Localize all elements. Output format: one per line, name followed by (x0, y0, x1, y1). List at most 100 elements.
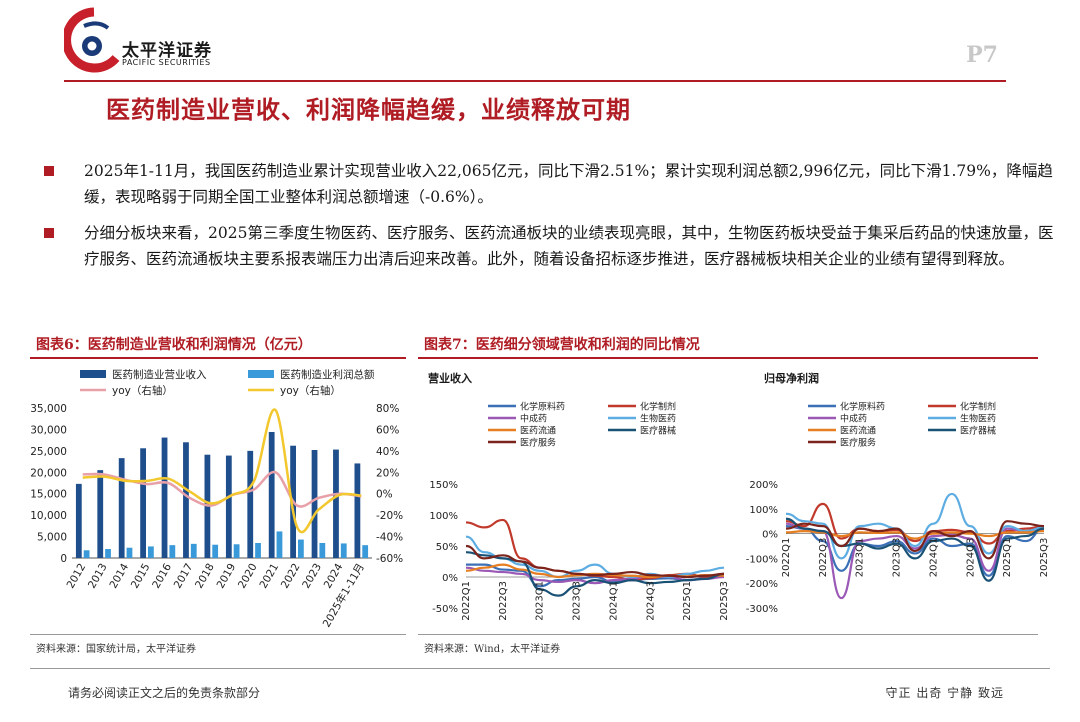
x-tick-label: 2024Q3 (645, 581, 656, 621)
x-tick-label: 2018 (193, 562, 217, 591)
company-logo: 太平洋证券 PACIFIC SECURITIES (62, 6, 254, 74)
slide-title: 医药制造业营收、利润降幅趋缓，业绩释放可期 (106, 95, 631, 124)
x-tick-label: 2025Q1 (1002, 538, 1013, 578)
bullet-text: 分细分板块来看，2025第三季度生物医药、医疗服务、医药流通板块的业绩表现亮眼，… (84, 224, 1054, 268)
x-tick-label: 2024Q3 (965, 538, 976, 578)
profit-bar (255, 543, 261, 558)
legend-label: 医药流通 (520, 425, 556, 437)
y-tick-label: 100% (749, 505, 778, 516)
x-tick-label: 2019 (215, 562, 239, 591)
page-header: 太平洋证券 PACIFIC SECURITIES P7 (0, 0, 1080, 82)
legend-label: 化学原料药 (840, 401, 885, 413)
y-tick-label-left: 20,000 (30, 467, 67, 479)
legend-label: 医疗器械 (960, 425, 996, 437)
profit-bar (319, 543, 326, 558)
header-divider (64, 80, 1006, 82)
revenue-bar (75, 483, 82, 558)
y-tick-label-left: 5,000 (37, 532, 67, 544)
y-tick-label-left: 25,000 (30, 446, 67, 458)
y-tick-label-right: 40% (376, 446, 399, 458)
profit-bar (233, 544, 240, 558)
fig6-source: 资料来源：国家统计局，太平洋证券 (36, 644, 196, 655)
bullet-item: 分细分板块来看，2025第三季度生物医药、医疗服务、医药流通板块的业绩表现亮眼，… (36, 220, 1056, 272)
fig7-left-subtitle: 营业收入 (428, 372, 472, 385)
profit-bar (126, 547, 133, 558)
x-tick-label: 2023Q1 (535, 581, 546, 621)
profit-bar (83, 550, 90, 558)
logo-text-en: PACIFIC SECURITIES (122, 58, 211, 67)
profit-bar (169, 545, 176, 558)
x-tick-label: 2021 (257, 562, 281, 591)
series-line (785, 522, 1045, 600)
bullet-item: 2025年1-11月，我国医药制造业累计实现营业收入22,065亿元，同比下滑2… (36, 158, 1056, 210)
footer-divider (30, 668, 1050, 669)
legend-label: 生物医药 (960, 413, 996, 425)
revenue-bar (183, 442, 189, 558)
legend-label: 医疗服务 (840, 437, 876, 449)
profit-bar (105, 549, 111, 558)
legend-label: 医药制造业营业收入 (112, 368, 207, 381)
y-tick-label-right: 20% (376, 467, 399, 479)
series-line (785, 517, 1045, 582)
revenue-bar (225, 455, 232, 558)
x-tick-label: 2024Q1 (608, 581, 619, 621)
fig6-title: 图表6：医药制造业营收和利润情况（亿元） (36, 337, 312, 353)
legend-label: 医药流通 (840, 425, 876, 437)
profit-bar (298, 539, 304, 558)
y-tick-label: 0% (442, 573, 458, 584)
legend-label: yoy（右轴） (280, 384, 341, 397)
x-tick-label: 2023Q3 (572, 581, 583, 621)
y-tick-label: 200% (749, 480, 778, 491)
y-tick-label-right: -20% (376, 510, 403, 522)
profit-bar (340, 543, 347, 558)
y-tick-label-left: 30,000 (30, 424, 67, 436)
y-tick-label-left: 0 (60, 553, 67, 565)
bullet-marker-icon (44, 166, 54, 176)
logo-text-cn: 太平洋证券 (122, 41, 212, 61)
legend-label: yoy（右轴） (112, 384, 173, 397)
x-tick-label: 2016 (150, 561, 174, 590)
revenue-bar (247, 450, 254, 558)
fig6-title-divider (30, 357, 406, 359)
y-tick-label: 0% (762, 530, 778, 541)
y-tick-label-right: 80% (376, 403, 399, 415)
y-tick-label-left: 10,000 (30, 510, 67, 522)
fig7-title-divider (418, 357, 1038, 359)
y-tick-label-right: 60% (376, 424, 399, 436)
x-tick-label: 2017 (172, 562, 196, 591)
y-tick-label: -50% (432, 604, 458, 615)
x-tick-label: 2025Q3 (1039, 538, 1050, 578)
x-tick-label: 2022Q3 (498, 581, 509, 621)
profit-bar (190, 543, 197, 558)
revenue-bar (268, 432, 275, 558)
revenue-bar (161, 437, 168, 558)
y-tick-label-left: 15,000 (30, 489, 67, 501)
legend-label: 生物医药 (640, 413, 676, 425)
x-tick-label: 2025年1-11月 (320, 561, 367, 629)
series-line (785, 520, 1045, 560)
bullet-list: 2025年1-11月，我国医药制造业累计实现营业收入22,065亿元，同比下滑2… (36, 158, 1056, 282)
revenue-bar (97, 470, 104, 558)
x-tick-label: 2012 (65, 562, 89, 591)
profit-yoy-line (82, 408, 362, 534)
legend-label: 化学原料药 (520, 401, 565, 413)
y-tick-label: -200% (746, 579, 778, 590)
footer-disclaimer: 请务必阅读正文之后的免责条款部分 (68, 686, 261, 700)
x-tick-label: 2022Q1 (461, 581, 472, 621)
legend-label: 化学制剂 (640, 401, 676, 413)
x-tick-label: 2015 (129, 562, 153, 591)
fig7-right-subtitle: 归母净利润 (764, 372, 819, 385)
revenue-bar (118, 458, 125, 558)
y-tick-label: -100% (746, 554, 778, 565)
profit-bar (276, 531, 283, 558)
x-tick-label: 2013 (86, 562, 110, 591)
legend-label: 中成药 (520, 413, 547, 425)
y-tick-label: 100% (429, 511, 458, 522)
x-tick-label: 2023Q3 (892, 538, 903, 578)
fig7-title: 图表7：医药细分领域营收和利润的同比情况 (424, 337, 700, 353)
fig6-bottom-divider (30, 634, 406, 635)
profit-bar (212, 544, 219, 558)
legend-swatch (80, 370, 106, 378)
y-tick-label-left: 35,000 (30, 403, 67, 415)
